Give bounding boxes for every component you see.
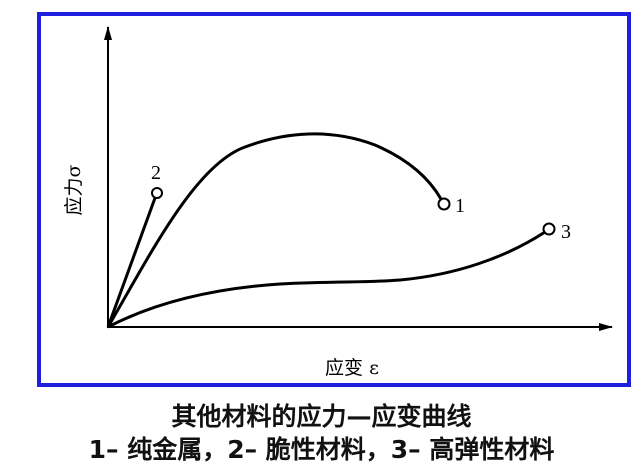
curve-2-label: 2 xyxy=(151,162,161,184)
curve-1-fracture-point xyxy=(437,197,451,211)
caption-legend: 1– 纯金属，2– 脆性材料，3– 高弹性材料 xyxy=(88,435,555,464)
curve-1-pure-metal xyxy=(106,132,443,328)
curve-1-label: 1 xyxy=(455,195,465,217)
curve-3-label: 3 xyxy=(561,221,571,243)
y-axis-label: 应力σ xyxy=(63,164,85,215)
caption-title: 其他材料的应力—应变曲线 xyxy=(171,402,472,431)
curve-3-fracture-point xyxy=(542,222,556,236)
curve-3-high-elastic xyxy=(107,230,546,329)
curve-2-brittle xyxy=(106,197,157,328)
curve-2-fracture-point xyxy=(151,187,163,199)
x-axis-label: 应变 ε xyxy=(325,357,379,379)
diagram-frame xyxy=(37,12,631,387)
